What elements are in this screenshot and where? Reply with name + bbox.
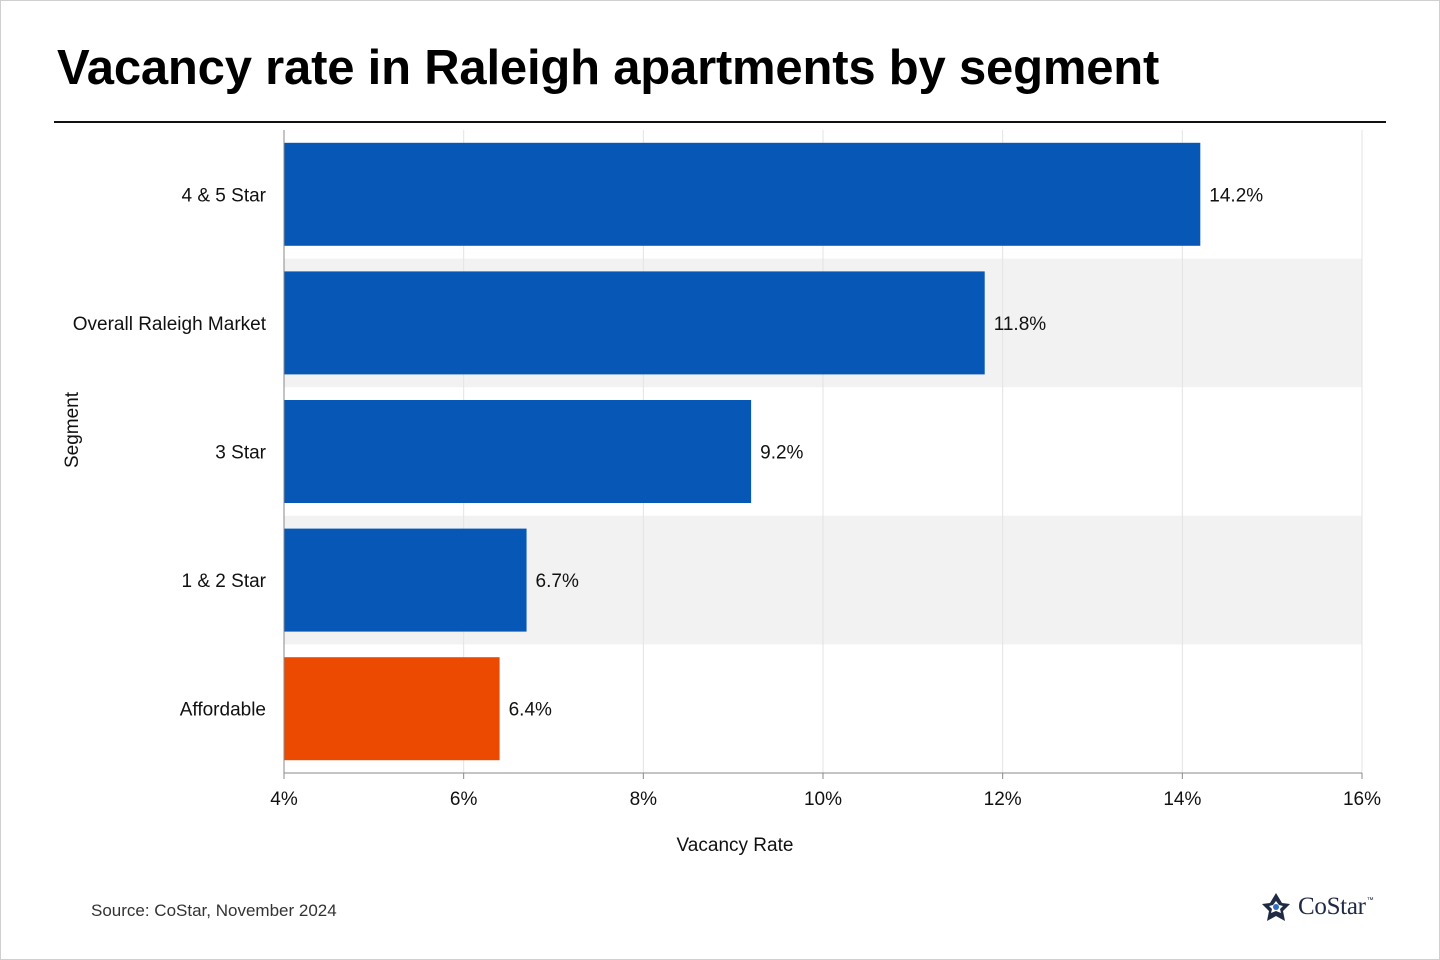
data-label: 6.4% [509, 700, 552, 721]
costar-logo: CoStar ™ [1260, 890, 1374, 924]
costar-star-icon [1262, 893, 1290, 921]
data-label: 9.2% [760, 443, 803, 464]
category-label: 1 & 2 Star [182, 571, 267, 592]
category-label: Overall Raleigh Market [73, 314, 267, 335]
title-divider [54, 121, 1386, 123]
x-tick-label: 12% [984, 789, 1022, 810]
bar-3-star [284, 400, 752, 503]
x-tick-label: 16% [1343, 789, 1381, 810]
x-tick-label: 14% [1163, 789, 1201, 810]
x-axis-title: Vacancy Rate [677, 835, 794, 856]
x-tick-label: 6% [450, 789, 478, 810]
x-tick-label: 10% [804, 789, 842, 810]
category-label: Affordable [180, 700, 266, 721]
bar-overall-raleigh-market [284, 271, 985, 375]
brand-name: CoStar [1298, 893, 1366, 920]
y-axis-title: Segment [62, 391, 83, 468]
data-label: 6.7% [536, 571, 579, 592]
bar-1-2-star [284, 528, 527, 632]
source-note: Source: CoStar, November 2024 [91, 901, 337, 920]
data-label: 11.8% [994, 314, 1047, 335]
category-label: 3 Star [215, 443, 266, 464]
bar-affordable [284, 657, 500, 761]
chart-title: Vacancy rate in Raleigh apartments by se… [57, 41, 1160, 95]
bar-4-5-star [284, 142, 1201, 246]
brand-trademark: ™ [1366, 897, 1374, 904]
x-tick-label: 4% [270, 789, 298, 810]
x-tick-label: 8% [630, 789, 658, 810]
data-label: 14.2% [1209, 185, 1263, 206]
category-label: 4 & 5 Star [182, 185, 267, 206]
